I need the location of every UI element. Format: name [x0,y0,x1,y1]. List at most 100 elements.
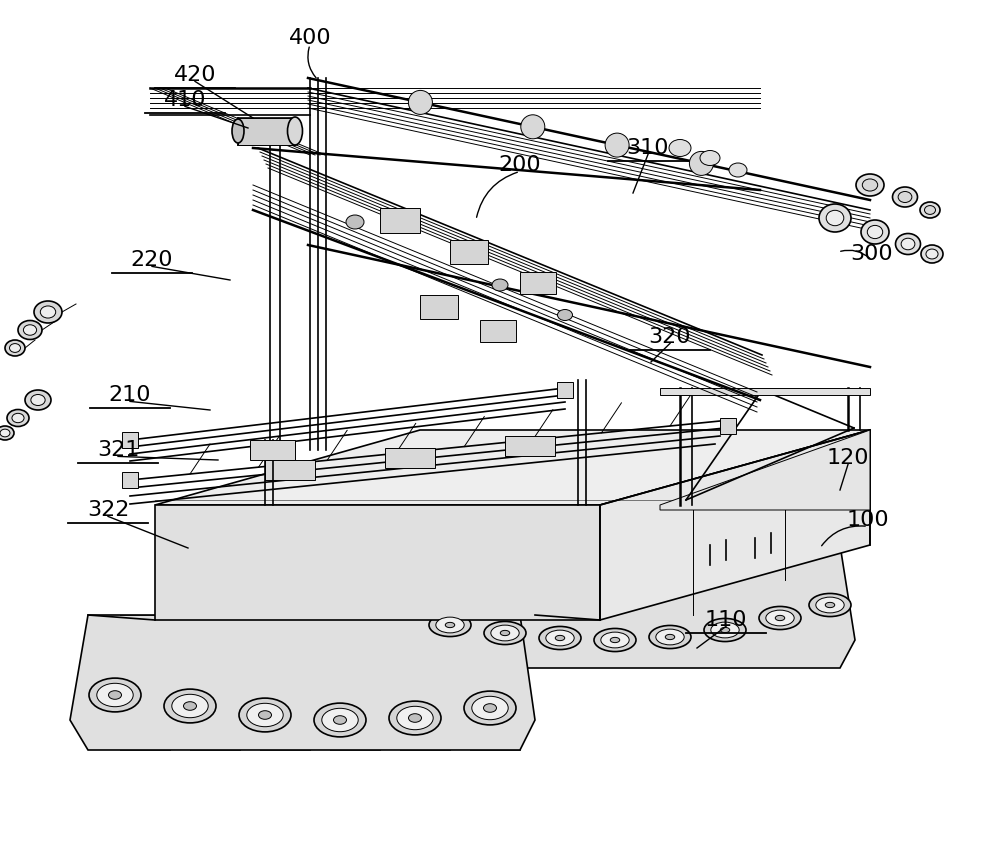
Ellipse shape [898,192,912,203]
Ellipse shape [464,691,516,725]
Polygon shape [250,440,295,460]
Ellipse shape [867,225,883,239]
Polygon shape [520,272,556,294]
Circle shape [408,90,432,114]
Ellipse shape [862,179,878,191]
Polygon shape [660,430,870,510]
Ellipse shape [649,625,691,649]
Ellipse shape [322,709,358,732]
Text: 110: 110 [705,610,747,630]
Polygon shape [155,430,870,505]
Ellipse shape [893,187,918,207]
Ellipse shape [558,309,572,320]
Ellipse shape [492,279,508,291]
Polygon shape [420,295,458,319]
Ellipse shape [258,710,272,719]
Polygon shape [380,208,420,233]
Ellipse shape [766,610,794,626]
Ellipse shape [239,698,291,732]
Ellipse shape [5,340,25,356]
Ellipse shape [25,390,51,410]
Ellipse shape [40,306,56,318]
Ellipse shape [555,636,565,641]
Ellipse shape [247,704,283,727]
Circle shape [689,151,713,175]
Ellipse shape [861,220,889,244]
Polygon shape [385,448,435,468]
Ellipse shape [0,430,10,437]
Text: 200: 200 [499,155,541,175]
Ellipse shape [920,202,940,218]
Ellipse shape [484,704,496,712]
Polygon shape [122,472,138,488]
Ellipse shape [704,618,746,642]
Polygon shape [600,430,870,620]
Ellipse shape [819,204,851,232]
Text: 320: 320 [649,327,691,347]
Ellipse shape [172,694,208,718]
Ellipse shape [12,413,24,423]
Ellipse shape [601,632,629,648]
Ellipse shape [472,697,508,720]
Text: 120: 120 [827,448,869,468]
Polygon shape [557,382,573,398]
Text: 322: 322 [87,500,129,520]
Ellipse shape [775,615,785,620]
Ellipse shape [288,117,302,145]
Ellipse shape [500,631,510,636]
Ellipse shape [826,210,844,226]
Circle shape [605,133,629,157]
Text: 410: 410 [164,90,206,110]
Ellipse shape [34,301,62,323]
Ellipse shape [711,622,739,638]
Text: 210: 210 [109,385,151,405]
Ellipse shape [10,344,20,352]
Ellipse shape [924,205,936,215]
Polygon shape [403,545,855,668]
Ellipse shape [700,150,720,166]
Polygon shape [450,240,488,264]
Ellipse shape [436,617,464,633]
Ellipse shape [97,683,133,707]
Text: 300: 300 [851,244,893,264]
Ellipse shape [445,623,455,628]
Ellipse shape [720,627,730,632]
Ellipse shape [926,249,938,259]
Ellipse shape [397,706,433,729]
Ellipse shape [491,625,519,641]
Ellipse shape [23,325,37,335]
Ellipse shape [759,606,801,630]
Ellipse shape [0,426,14,440]
Polygon shape [265,460,315,480]
Ellipse shape [610,637,620,643]
Text: 100: 100 [847,510,889,530]
Ellipse shape [346,215,364,229]
Ellipse shape [896,234,920,254]
Ellipse shape [484,621,526,644]
Ellipse shape [409,714,422,722]
Ellipse shape [429,613,471,637]
Ellipse shape [856,174,884,196]
Ellipse shape [921,245,943,263]
Text: 310: 310 [627,138,669,158]
Ellipse shape [539,626,581,649]
Ellipse shape [816,597,844,612]
Ellipse shape [546,631,574,646]
Ellipse shape [825,602,835,607]
Ellipse shape [7,410,29,427]
Ellipse shape [108,691,122,699]
Ellipse shape [656,629,684,645]
Ellipse shape [809,594,851,617]
Ellipse shape [232,119,244,143]
Text: 321: 321 [97,440,139,460]
Polygon shape [155,505,600,620]
Text: 220: 220 [131,250,173,270]
Ellipse shape [901,238,915,250]
Ellipse shape [389,701,441,735]
Ellipse shape [729,163,747,177]
Polygon shape [720,418,736,434]
Ellipse shape [665,635,675,640]
Ellipse shape [314,704,366,737]
Polygon shape [505,436,555,456]
Ellipse shape [594,629,636,651]
